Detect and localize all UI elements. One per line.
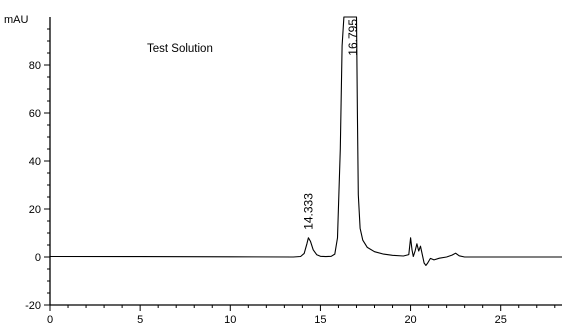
x-tick-label: 0 xyxy=(47,314,53,323)
chromatogram-trace xyxy=(49,16,562,266)
y-tick-label: 20 xyxy=(29,204,41,216)
y-axis: -20 0 20 40 60 80 xyxy=(25,17,51,312)
x-tick-label: 5 xyxy=(137,314,143,323)
y-tick-label: 80 xyxy=(29,60,41,72)
trace-layer xyxy=(49,16,562,266)
y-tick-label: 40 xyxy=(29,156,41,168)
x-tick-label: 10 xyxy=(224,314,236,323)
chart-title: Test Solution xyxy=(147,43,213,55)
x-tick-label: 15 xyxy=(314,314,326,323)
peak-retention-label: 16.795 xyxy=(346,19,360,56)
y-tick-label: 0 xyxy=(35,252,41,264)
y-axis-unit-label: mAU xyxy=(4,14,29,26)
x-tick-label: 25 xyxy=(495,314,507,323)
y-tick-label: 60 xyxy=(29,108,41,120)
y-tick-label: -20 xyxy=(25,300,41,312)
x-tick-label: 20 xyxy=(404,314,416,323)
peak-retention-label: 14.333 xyxy=(301,193,315,230)
peak-labels: 14.333 16.795 xyxy=(301,19,359,230)
x-axis: 0 5 10 15 20 25 xyxy=(47,304,562,323)
